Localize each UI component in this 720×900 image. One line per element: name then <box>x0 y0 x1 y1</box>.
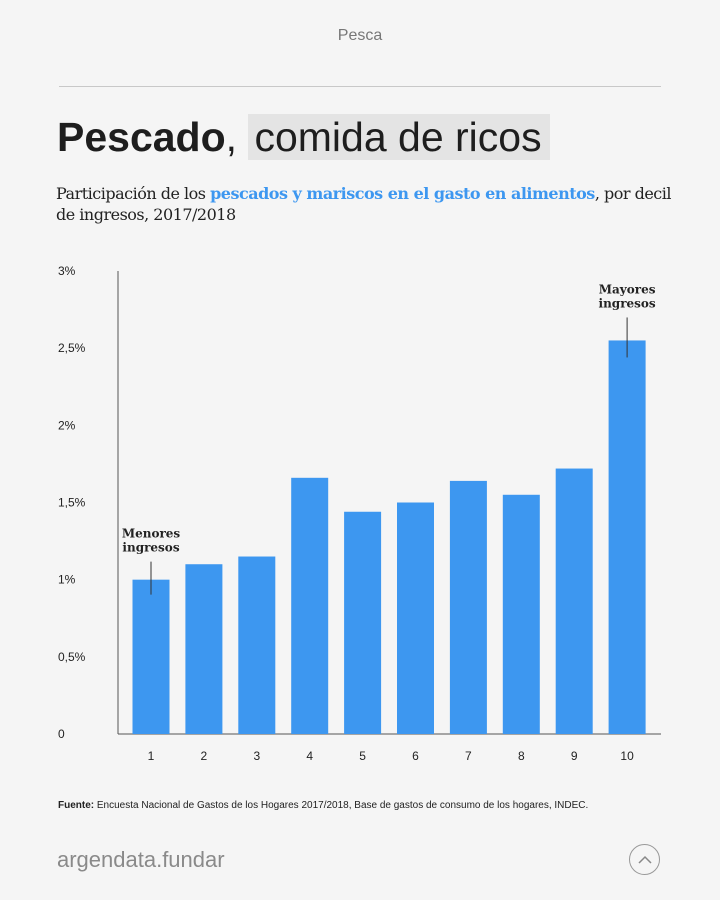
bar-decil-8 <box>502 494 540 734</box>
section-label: Pesca <box>337 27 383 44</box>
bar-decil-6 <box>397 502 434 734</box>
subtitle-highlight: pescados y mariscos en el gasto en alime… <box>210 184 595 203</box>
x-tick-label: 2 <box>201 749 208 763</box>
divider <box>59 86 661 87</box>
title-comma: , <box>225 114 238 160</box>
y-tick-label: 2% <box>58 418 76 432</box>
brand-logo[interactable]: argendata.fundar <box>57 847 225 872</box>
y-tick-label: 3% <box>58 264 76 278</box>
x-tick-label: 7 <box>465 749 472 763</box>
x-tick-label: 10 <box>620 749 634 763</box>
x-tick-label: 6 <box>412 749 419 763</box>
x-tick-label: 3 <box>253 749 260 763</box>
bar-decil-10 <box>608 340 646 734</box>
source-text: Encuesta Nacional de Gastos de los Hogar… <box>94 800 589 811</box>
page-title: Pescado, comida de ricos <box>57 114 550 161</box>
y-tick-label: 0 <box>58 727 65 741</box>
x-tick-label: 4 <box>306 749 313 763</box>
bar-decil-3 <box>238 556 276 734</box>
source-note: Fuente: Encuesta Nacional de Gastos de l… <box>58 800 588 811</box>
bar-decil-9 <box>555 468 593 734</box>
title-bold: Pescado <box>57 114 226 160</box>
bar-chart: 00,5%1%1,5%2%2,5%3%1 2 3 4 5 6 7 8 9 10Menoresing… <box>58 264 661 763</box>
bar-decil-4 <box>291 477 329 734</box>
title-highlight: comida de ricos <box>248 114 550 160</box>
chart-subtitle: Participación de los pescados y mariscos… <box>56 183 686 225</box>
y-tick-label: 1% <box>58 573 76 587</box>
annotation-label: Menores <box>122 527 181 541</box>
chevron-up-icon <box>637 855 652 864</box>
x-tick-label: 9 <box>571 749 578 763</box>
annotation-label: ingresos <box>599 296 656 310</box>
bar-decil-1 <box>132 579 170 734</box>
bar-decil-7 <box>449 480 487 734</box>
bar-decil-2 <box>185 564 223 734</box>
bar-decil-5 <box>344 511 382 734</box>
subtitle-post: , por decil de ingresos, 2017/2018 <box>56 184 672 224</box>
annotation-label: Mayores <box>599 282 656 296</box>
subtitle-pre: Participación de los <box>56 184 211 203</box>
x-tick-label: 8 <box>518 749 525 763</box>
scroll-top-button[interactable] <box>629 844 660 875</box>
x-tick-label: 1 <box>148 749 155 763</box>
y-tick-label: 1,5% <box>58 496 86 510</box>
y-tick-label: 2,5% <box>58 341 86 355</box>
annotation-label: ingresos <box>122 541 179 555</box>
source-label: Fuente: <box>58 800 95 811</box>
x-tick-label: 5 <box>359 749 366 763</box>
y-tick-label: 0,5% <box>58 650 86 664</box>
